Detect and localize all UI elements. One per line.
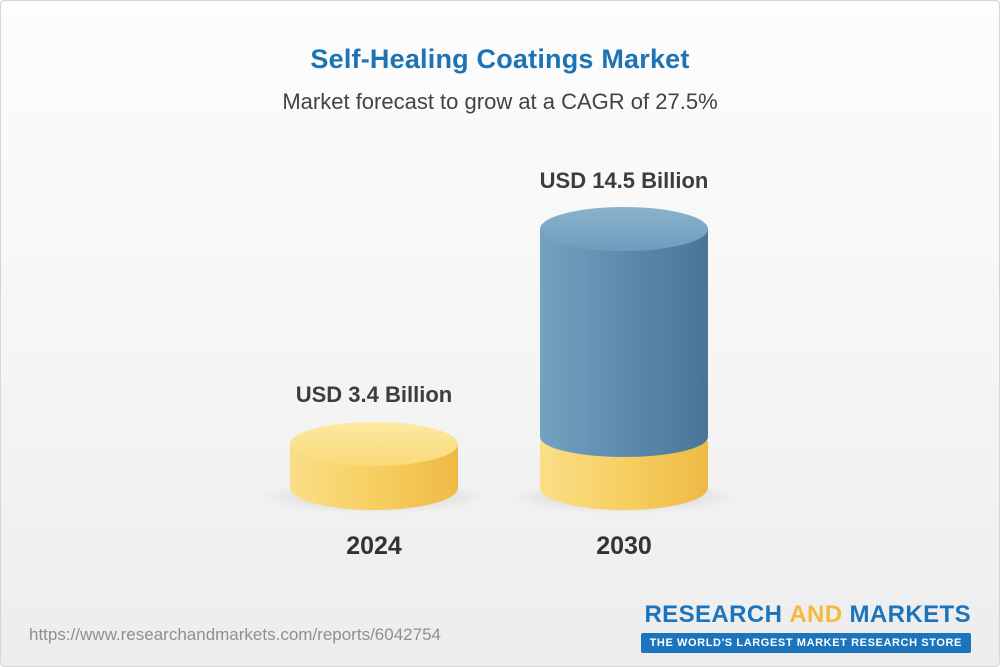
bar-2030-top-ellipse (540, 207, 708, 251)
logo-word-and: AND (789, 601, 843, 628)
logo-word-markets: MARKETS (849, 601, 971, 628)
bar-2030-body (540, 229, 708, 457)
logo-wordmark: RESEARCH AND MARKETS (641, 601, 971, 629)
x-axis-label-2024: 2024 (346, 532, 402, 560)
bar-2024 (290, 422, 458, 510)
logo-word-research: RESEARCH (644, 601, 783, 628)
bar-value-label-2024: USD 3.4 Billion (295, 382, 453, 407)
bar-2024-top-ellipse (290, 422, 458, 466)
bar-value-label-2030: USD 14.5 Billion (539, 168, 709, 193)
chart-subtitle: Market forecast to grow at a CAGR of 27.… (282, 89, 718, 114)
report-url[interactable]: https://www.researchandmarkets.com/repor… (29, 625, 441, 644)
x-axis-label-2030: 2030 (596, 532, 652, 560)
logo-tagline: THE WORLD'S LARGEST MARKET RESEARCH STOR… (640, 633, 971, 653)
research-and-markets-logo: RESEARCH AND MARKETS THE WORLD'S LARGEST M… (640, 601, 971, 653)
bar-2030 (540, 207, 708, 510)
chart-title: Self-Healing Coatings Market (310, 44, 690, 74)
